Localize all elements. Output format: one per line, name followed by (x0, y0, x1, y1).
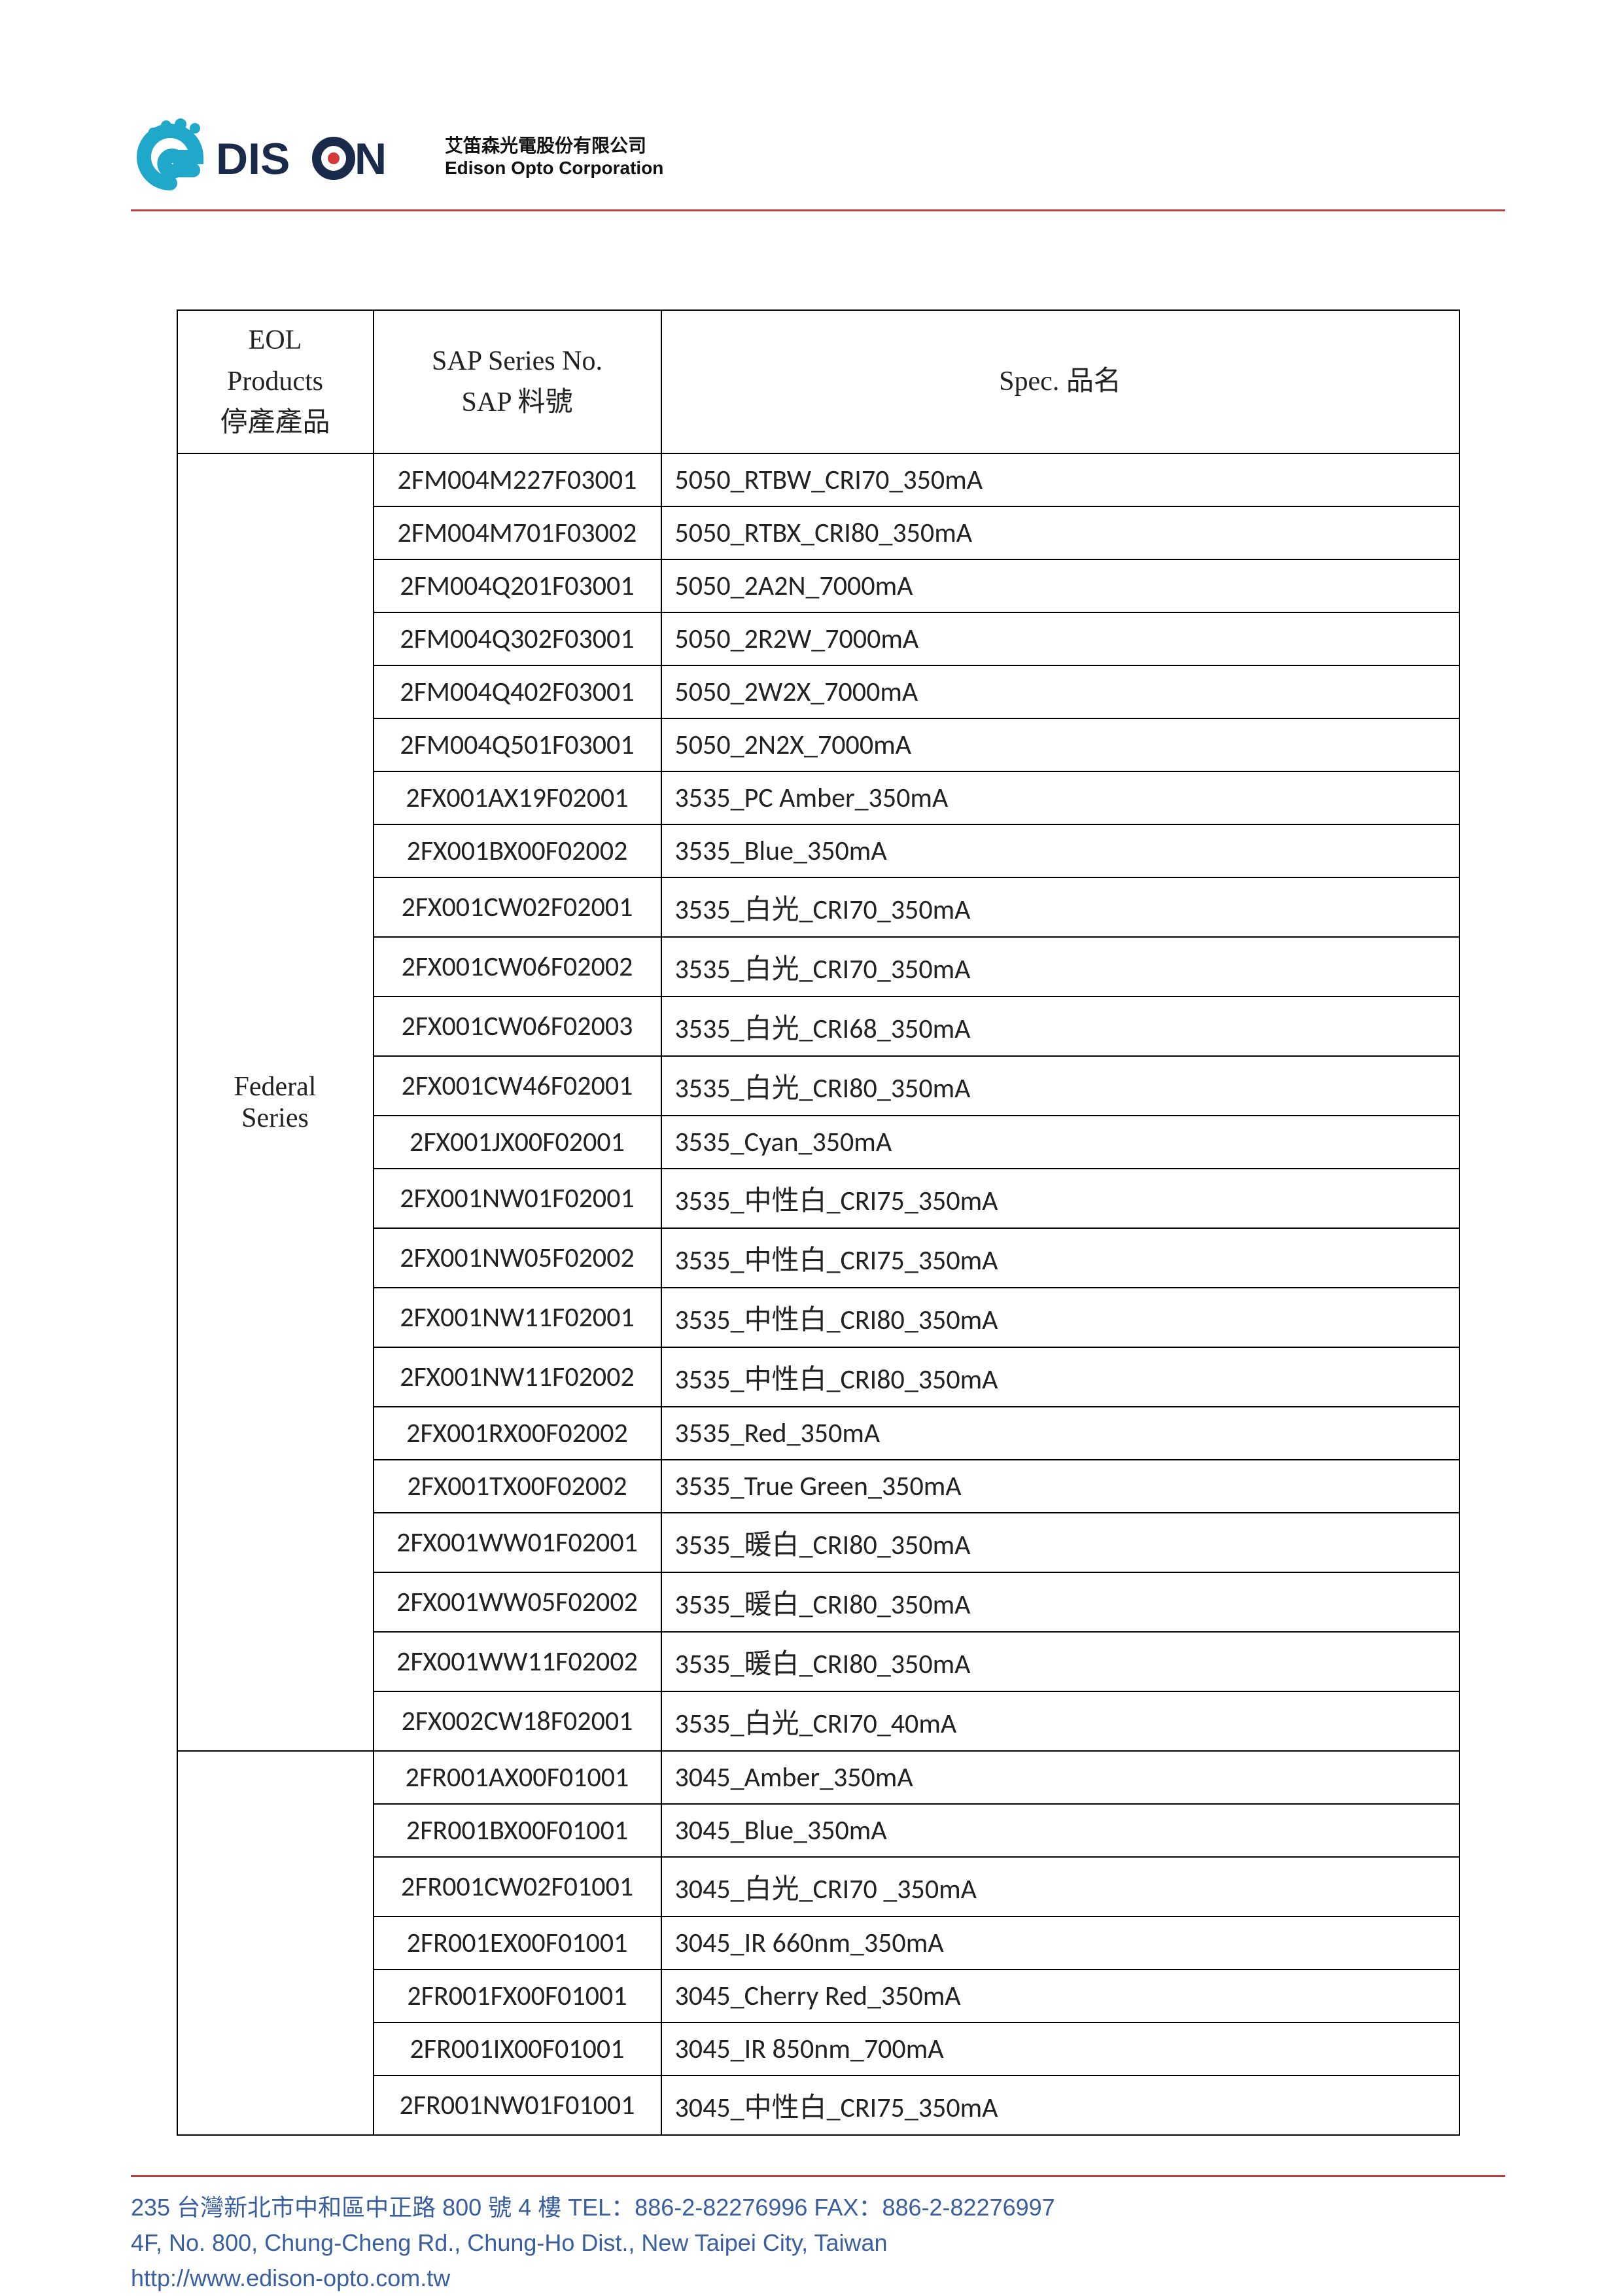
sap-cell: 2FX001BX00F02002 (374, 824, 661, 877)
sap-cell: 2FX001CW46F02001 (374, 1056, 661, 1116)
spec-cell: 3535_暖白_CRI80_350mA (661, 1572, 1459, 1632)
sap-cell: 2FX001JX00F02001 (374, 1116, 661, 1169)
table-row: FederalSeries2FM004M227F030015050_RTBW_C… (177, 453, 1459, 506)
spec-cell: 3535_白光_CRI70_350mA (661, 877, 1459, 937)
sap-cell: 2FX001CW02F02001 (374, 877, 661, 937)
sap-cell: 2FX001WW01F02001 (374, 1513, 661, 1572)
sap-cell: 2FX001CW06F02002 (374, 937, 661, 997)
spec-cell: 3045_白光_CRI70 _350mA (661, 1857, 1459, 1916)
spec-cell: 3535_PC Amber_350mA (661, 771, 1459, 824)
sap-cell: 2FR001BX00F01001 (374, 1804, 661, 1857)
spec-cell: 3535_中性白_CRI80_350mA (661, 1288, 1459, 1347)
sap-cell: 2FX001NW01F02001 (374, 1169, 661, 1228)
sap-cell: 2FR001CW02F01001 (374, 1857, 661, 1916)
spec-cell: 3535_暖白_CRI80_350mA (661, 1632, 1459, 1691)
sap-cell: 2FM004M227F03001 (374, 453, 661, 506)
spec-cell: 3535_白光_CRI80_350mA (661, 1056, 1459, 1116)
spec-cell: 3535_白光_CRI70_40mA (661, 1691, 1459, 1751)
company-name: 艾笛森光電股份有限公司 Edison Opto Corporation (445, 135, 663, 179)
spec-cell: 3535_True Green_350mA (661, 1460, 1459, 1513)
footer-address-zh: 235 台灣新北市中和區中正路 800 號 4 樓 TEL：886-2-8227… (131, 2190, 1505, 2225)
sap-cell: 2FX001NW05F02002 (374, 1228, 661, 1288)
spec-cell: 3535_中性白_CRI75_350mA (661, 1169, 1459, 1228)
spec-cell: 3045_IR 660nm_350mA (661, 1916, 1459, 1969)
sap-cell: 2FM004Q201F03001 (374, 559, 661, 612)
svg-text:N: N (355, 134, 387, 184)
logo-block: DIS N 艾笛森光電股份有限公司 Edison Opto Corporatio… (131, 118, 663, 196)
series-cell (177, 1751, 374, 2135)
spec-cell: 5050_RTBX_CRI80_350mA (661, 506, 1459, 559)
series-cell: FederalSeries (177, 453, 374, 1751)
header-divider (131, 209, 1505, 211)
sap-cell: 2FX001WW05F02002 (374, 1572, 661, 1632)
spec-cell: 5050_2A2N_7000mA (661, 559, 1459, 612)
sap-cell: 2FR001IX00F01001 (374, 2022, 661, 2075)
sap-cell: 2FX001NW11F02002 (374, 1347, 661, 1407)
spec-cell: 3535_白光_CRI68_350mA (661, 997, 1459, 1056)
sap-cell: 2FR001AX00F01001 (374, 1751, 661, 1804)
svg-text:DIS: DIS (216, 134, 290, 184)
header-spec: Spec. 品名 (661, 310, 1459, 453)
spec-cell: 3045_Amber_350mA (661, 1751, 1459, 1804)
spec-cell: 5050_2W2X_7000mA (661, 665, 1459, 718)
spec-cell: 3045_中性白_CRI75_350mA (661, 2075, 1459, 2135)
sap-cell: 2FX001WW11F02002 (374, 1632, 661, 1691)
eol-products-table: EOL Products 停產產品 SAP Series No. SAP 料號 … (177, 309, 1460, 2136)
sap-cell: 2FX001NW11F02001 (374, 1288, 661, 1347)
sap-cell: 2FM004Q402F03001 (374, 665, 661, 718)
sap-cell: 2FX001TX00F02002 (374, 1460, 661, 1513)
sap-cell: 2FX001CW06F02003 (374, 997, 661, 1056)
sap-cell: 2FR001FX00F01001 (374, 1969, 661, 2022)
page-header: DIS N 艾笛森光電股份有限公司 Edison Opto Corporatio… (131, 118, 1505, 196)
spec-cell: 3535_Blue_350mA (661, 824, 1459, 877)
sap-cell: 2FX002CW18F02001 (374, 1691, 661, 1751)
table-header-row: EOL Products 停產產品 SAP Series No. SAP 料號 … (177, 310, 1459, 453)
spec-cell: 5050_2N2X_7000mA (661, 718, 1459, 771)
spec-cell: 3045_Blue_350mA (661, 1804, 1459, 1857)
company-name-zh: 艾笛森光電股份有限公司 (445, 135, 663, 157)
spec-cell: 5050_2R2W_7000mA (661, 612, 1459, 665)
sap-cell: 2FR001EX00F01001 (374, 1916, 661, 1969)
footer-url: http://www.edison-opto.com.tw (131, 2261, 1505, 2296)
spec-cell: 3535_暖白_CRI80_350mA (661, 1513, 1459, 1572)
spec-cell: 3535_中性白_CRI80_350mA (661, 1347, 1459, 1407)
sap-cell: 2FX001RX00F02002 (374, 1407, 661, 1460)
footer-divider (131, 2175, 1505, 2177)
sap-cell: 2FM004Q501F03001 (374, 718, 661, 771)
sap-cell: 2FM004M701F03002 (374, 506, 661, 559)
sap-cell: 2FR001NW01F01001 (374, 2075, 661, 2135)
sap-cell: 2FX001AX19F02001 (374, 771, 661, 824)
table-row: 2FR001AX00F010013045_Amber_350mA (177, 1751, 1459, 1804)
table-body: FederalSeries2FM004M227F030015050_RTBW_C… (177, 453, 1459, 2135)
spec-cell: 3535_Cyan_350mA (661, 1116, 1459, 1169)
spec-cell: 3535_白光_CRI70_350mA (661, 937, 1459, 997)
spec-cell: 3535_Red_350mA (661, 1407, 1459, 1460)
spec-cell: 5050_RTBW_CRI70_350mA (661, 453, 1459, 506)
sap-cell: 2FM004Q302F03001 (374, 612, 661, 665)
spec-cell: 3535_中性白_CRI75_350mA (661, 1228, 1459, 1288)
footer-address-en: 4F, No. 800, Chung-Cheng Rd., Chung-Ho D… (131, 2225, 1505, 2261)
spec-cell: 3045_IR 850nm_700mA (661, 2022, 1459, 2075)
company-name-en: Edison Opto Corporation (445, 157, 663, 179)
edison-logo-icon: DIS N (131, 118, 432, 196)
page-footer: 235 台灣新北市中和區中正路 800 號 4 樓 TEL：886-2-8227… (131, 2190, 1505, 2296)
spec-cell: 3045_Cherry Red_350mA (661, 1969, 1459, 2022)
header-sap-series: SAP Series No. SAP 料號 (374, 310, 661, 453)
header-eol-products: EOL Products 停產產品 (177, 310, 374, 453)
